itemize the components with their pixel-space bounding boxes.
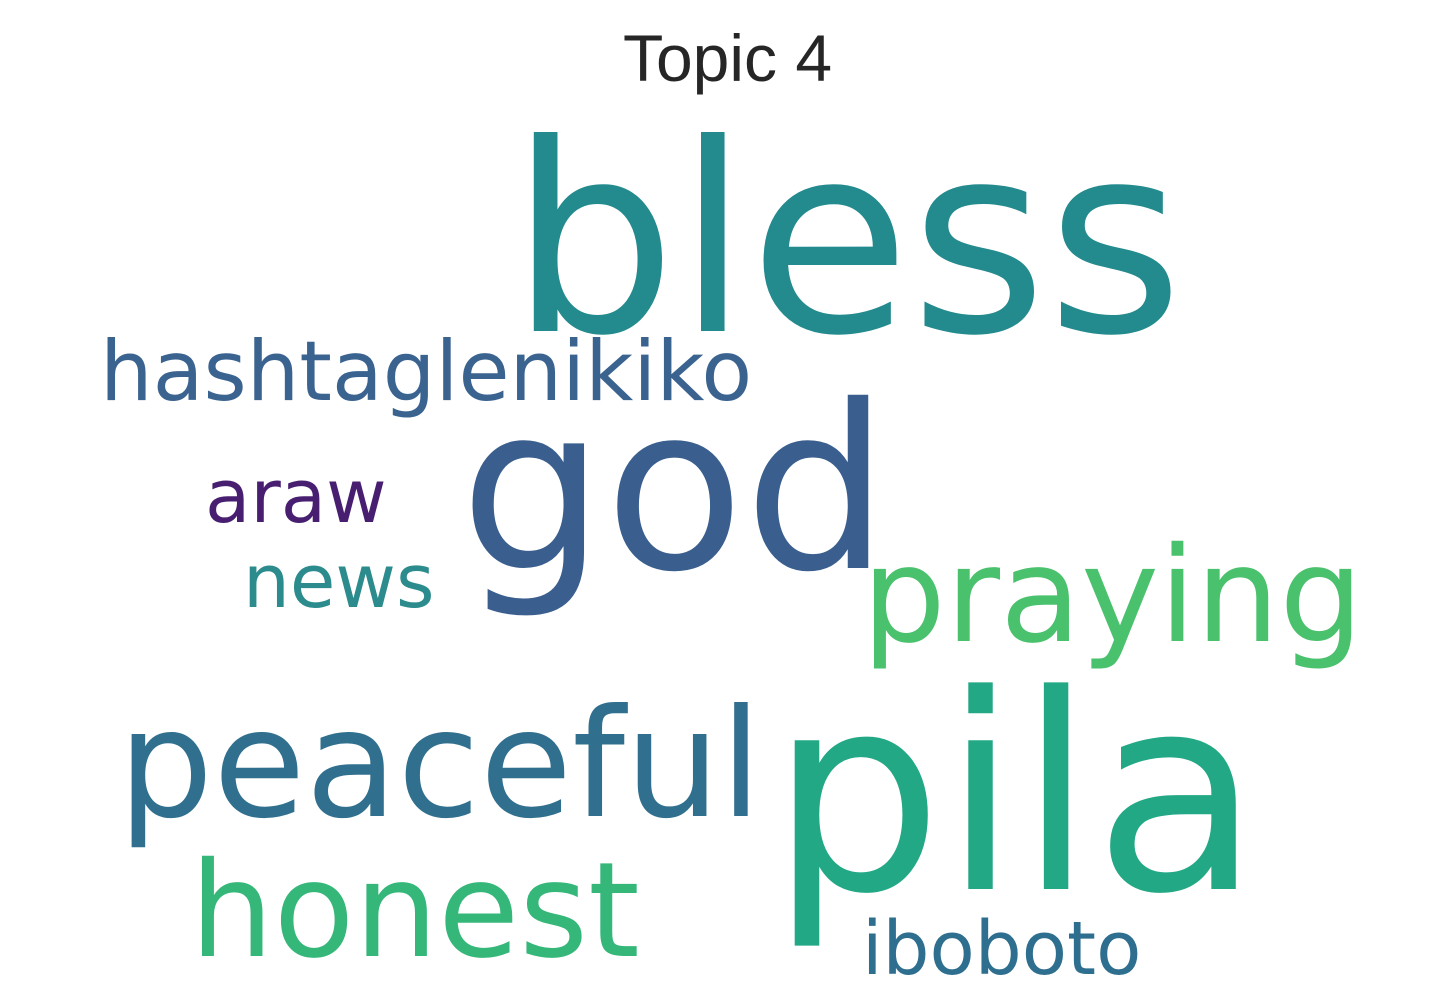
word-iboboto: iboboto (862, 906, 1142, 992)
word-peaceful: peaceful (118, 678, 762, 852)
word-pila: pila (770, 638, 1261, 954)
word-honest: honest (190, 834, 640, 988)
word-news: news (243, 539, 435, 625)
word-bless: bless (510, 88, 1184, 393)
word-praying: praying (862, 519, 1364, 673)
word-god: god (460, 356, 889, 622)
chart-title: Topic 4 (622, 21, 833, 95)
word-hashtaglenikiko: hashtaglenikiko (100, 323, 753, 420)
word-araw: araw (205, 454, 387, 540)
